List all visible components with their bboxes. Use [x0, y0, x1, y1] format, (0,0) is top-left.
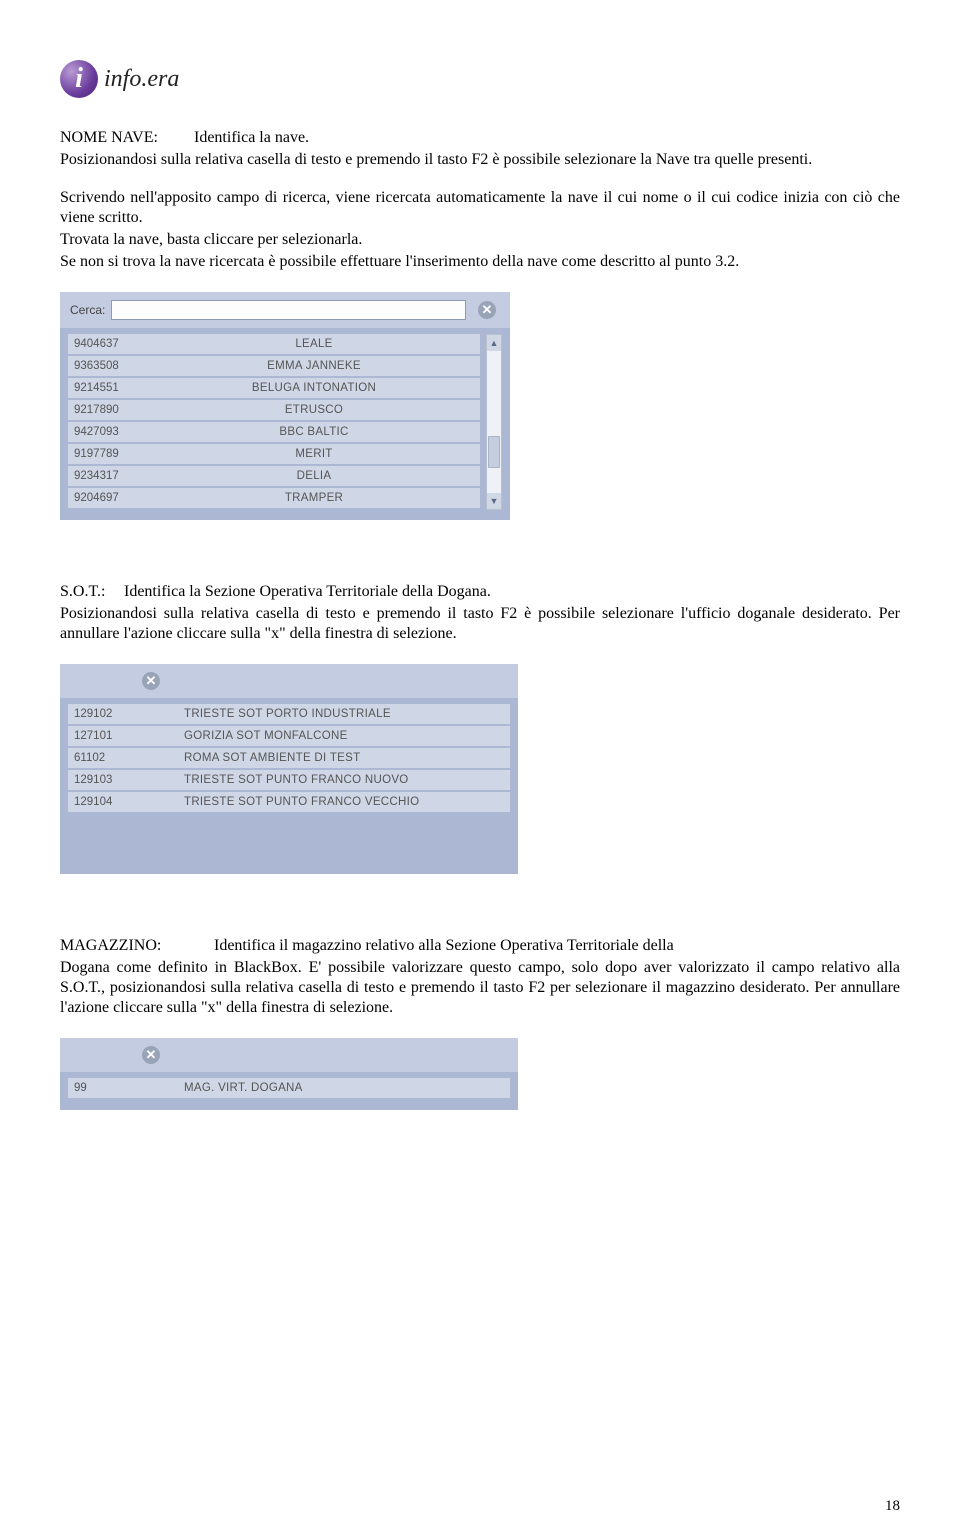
sot-name: ROMA SOT AMBIENTE DI TEST [154, 752, 504, 764]
scrollbar[interactable]: ▲ ▼ [486, 334, 502, 510]
nave-code: 9197789 [74, 448, 154, 460]
nome-nave-p4: Se non si trova la nave ricercata è poss… [60, 252, 900, 272]
list-item[interactable]: 9204697 TRAMPER [68, 488, 480, 508]
sot-panel-header: ✕ [60, 664, 518, 698]
sot-code: 129104 [74, 796, 154, 808]
scroll-up-icon[interactable]: ▲ [487, 335, 501, 351]
logo: i info.era [60, 60, 900, 98]
list-item[interactable]: 9363508 EMMA JANNEKE [68, 356, 480, 376]
nave-name: EMMA JANNEKE [154, 360, 474, 372]
list-item[interactable]: 127101 GORIZIA SOT MONFALCONE [68, 726, 510, 746]
nave-name: ETRUSCO [154, 404, 474, 416]
sot-code: 127101 [74, 730, 154, 742]
nave-search-panel: Cerca: ✕ 9404637 LEALE 9363508 EMMA JANN… [60, 292, 510, 520]
sot-name: TRIESTE SOT PUNTO FRANCO NUOVO [154, 774, 504, 786]
scroll-thumb[interactable] [488, 436, 500, 468]
sot-code: 61102 [74, 752, 154, 764]
nave-name: MERIT [154, 448, 474, 460]
nave-code: 9204697 [74, 492, 154, 504]
nave-name: DELIA [154, 470, 474, 482]
sot-label: S.O.T.: [60, 582, 120, 602]
nome-nave-p3: Trovata la nave, basta cliccare per sele… [60, 230, 900, 250]
scroll-down-icon[interactable]: ▼ [487, 493, 501, 509]
logo-text: info.era [104, 66, 179, 93]
mag-name: MAG. VIRT. DOGANA [154, 1082, 504, 1094]
nave-name: TRAMPER [154, 492, 474, 504]
list-item[interactable]: 129102 TRIESTE SOT PORTO INDUSTRIALE [68, 704, 510, 724]
sot-name: GORIZIA SOT MONFALCONE [154, 730, 504, 742]
magazzino-panel-header: ✕ [60, 1038, 518, 1072]
scroll-track[interactable] [487, 351, 501, 493]
nome-nave-heading: NOME NAVE: Identifica la nave. [60, 128, 900, 148]
search-input[interactable] [111, 300, 466, 320]
mag-code: 99 [74, 1082, 154, 1094]
magazzino-title: Identifica il magazzino relativo alla Se… [214, 937, 674, 954]
sot-title: Identifica la Sezione Operativa Territor… [124, 583, 491, 600]
list-item[interactable]: 9234317 DELIA [68, 466, 480, 486]
nave-name: BELUGA INTONATION [154, 382, 474, 394]
magazzino-panel: ✕ 99 MAG. VIRT. DOGANA [60, 1038, 518, 1110]
nome-nave-title: Identifica la nave. [194, 129, 309, 146]
nave-code: 9427093 [74, 426, 154, 438]
magazzino-list: 99 MAG. VIRT. DOGANA [68, 1078, 510, 1098]
sot-code: 129102 [74, 708, 154, 720]
sot-panel: ✕ 129102 TRIESTE SOT PORTO INDUSTRIALE 1… [60, 664, 518, 874]
list-item[interactable]: 99 MAG. VIRT. DOGANA [68, 1078, 510, 1098]
magazzino-label: MAGAZZINO: [60, 936, 210, 956]
nave-name: LEALE [154, 338, 474, 350]
nave-search-header: Cerca: ✕ [60, 292, 510, 328]
logo-icon: i [60, 60, 98, 98]
sot-list: 129102 TRIESTE SOT PORTO INDUSTRIALE 127… [68, 704, 510, 812]
page-number: 18 [885, 1498, 900, 1515]
nome-nave-p1: Posizionandosi sulla relativa casella di… [60, 150, 900, 170]
close-icon[interactable]: ✕ [142, 672, 160, 690]
list-item[interactable]: 129104 TRIESTE SOT PUNTO FRANCO VECCHIO [68, 792, 510, 812]
nome-nave-p2: Scrivendo nell'apposito campo di ricerca… [60, 188, 900, 228]
nome-nave-label: NOME NAVE: [60, 128, 190, 148]
magazzino-heading: MAGAZZINO: Identifica il magazzino relat… [60, 936, 900, 956]
nave-list-body: 9404637 LEALE 9363508 EMMA JANNEKE 92145… [60, 328, 510, 520]
close-icon[interactable]: ✕ [142, 1046, 160, 1064]
close-icon[interactable]: ✕ [478, 301, 496, 319]
nave-code: 9363508 [74, 360, 154, 372]
nave-code: 9214551 [74, 382, 154, 394]
list-item[interactable]: 9427093 BBC BALTIC [68, 422, 480, 442]
sot-name: TRIESTE SOT PORTO INDUSTRIALE [154, 708, 504, 720]
magazzino-list-body: 99 MAG. VIRT. DOGANA [60, 1072, 518, 1110]
nave-list: 9404637 LEALE 9363508 EMMA JANNEKE 92145… [68, 334, 502, 508]
nave-code: 9234317 [74, 470, 154, 482]
sot-p1: Posizionandosi sulla relativa casella di… [60, 604, 900, 644]
search-label: Cerca: [70, 303, 105, 317]
nave-code: 9404637 [74, 338, 154, 350]
sot-list-body: 129102 TRIESTE SOT PORTO INDUSTRIALE 127… [60, 698, 518, 874]
sot-name: TRIESTE SOT PUNTO FRANCO VECCHIO [154, 796, 504, 808]
list-item[interactable]: 9214551 BELUGA INTONATION [68, 378, 480, 398]
list-item[interactable]: 61102 ROMA SOT AMBIENTE DI TEST [68, 748, 510, 768]
sot-code: 129103 [74, 774, 154, 786]
nave-code: 9217890 [74, 404, 154, 416]
list-item[interactable]: 129103 TRIESTE SOT PUNTO FRANCO NUOVO [68, 770, 510, 790]
list-item[interactable]: 9404637 LEALE [68, 334, 480, 354]
sot-heading: S.O.T.: Identifica la Sezione Operativa … [60, 582, 900, 602]
list-item[interactable]: 9197789 MERIT [68, 444, 480, 464]
nave-name: BBC BALTIC [154, 426, 474, 438]
list-item[interactable]: 9217890 ETRUSCO [68, 400, 480, 420]
magazzino-p1: Dogana come definito in BlackBox. E' pos… [60, 958, 900, 1018]
